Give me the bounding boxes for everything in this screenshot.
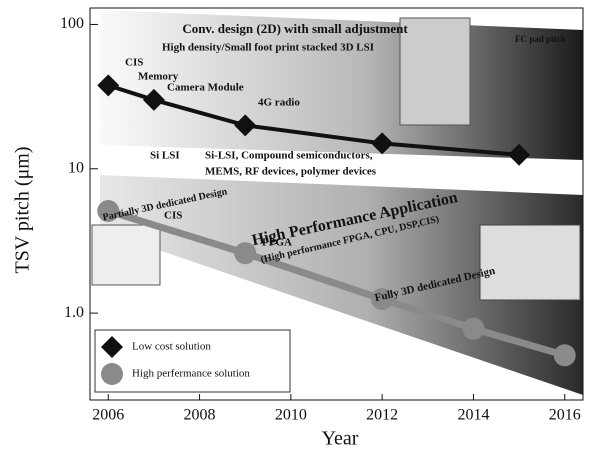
annotation: Si LSI [150,150,180,162]
annotation: Conv. design (2D) with small adjustment [182,21,408,36]
annotation: 4G radio [258,97,300,109]
marker [97,199,120,222]
marker [371,288,394,311]
marker [97,74,120,97]
marker [371,132,394,155]
annotation: CIS [164,210,182,222]
stack-image [479,224,581,301]
x-tick-label: 2014 [457,407,489,424]
marker [553,344,576,367]
annotation: Si-LSI, Compound semiconductors, [205,150,373,162]
x-tick-label: 2010 [275,407,307,424]
legend: Low cost solution High perfermance soluti… [94,329,291,393]
annotation: MEMS, RF devices, polymer devices [205,166,377,178]
plot-frame [89,7,584,401]
y-axis-label: TSV pitch (μm) [12,146,34,273]
x-tick-label: 2016 [549,407,581,424]
y-tick-label: 1.0 [64,304,84,321]
y-tick-label: 10 [68,159,84,176]
marker [234,114,257,137]
annotation: Memory [138,71,179,83]
marker [234,242,257,265]
marker [508,143,531,166]
x-tick-label: 2008 [184,407,216,424]
marker [101,336,123,358]
annotation: CIS [125,57,143,69]
marker [142,88,165,111]
x-tick-label: 2006 [92,407,124,424]
legend-box [94,329,291,393]
x-tick-label: 2012 [366,407,398,424]
annotation: High density/Small foot print stacked 3D… [162,42,374,54]
stack-image [91,224,161,286]
annotation: FC pad pitch [515,34,566,44]
legend-label: High perfermance solution [132,368,250,380]
marker [101,363,123,385]
marker [462,317,485,340]
legend-label: Low cost solution [132,341,211,353]
x-axis-label: Year [322,428,359,450]
annotation: Camera Module [167,82,244,94]
annotation: FPGA [262,237,292,249]
stack-image [399,17,471,126]
y-tick-label: 100 [60,15,84,32]
